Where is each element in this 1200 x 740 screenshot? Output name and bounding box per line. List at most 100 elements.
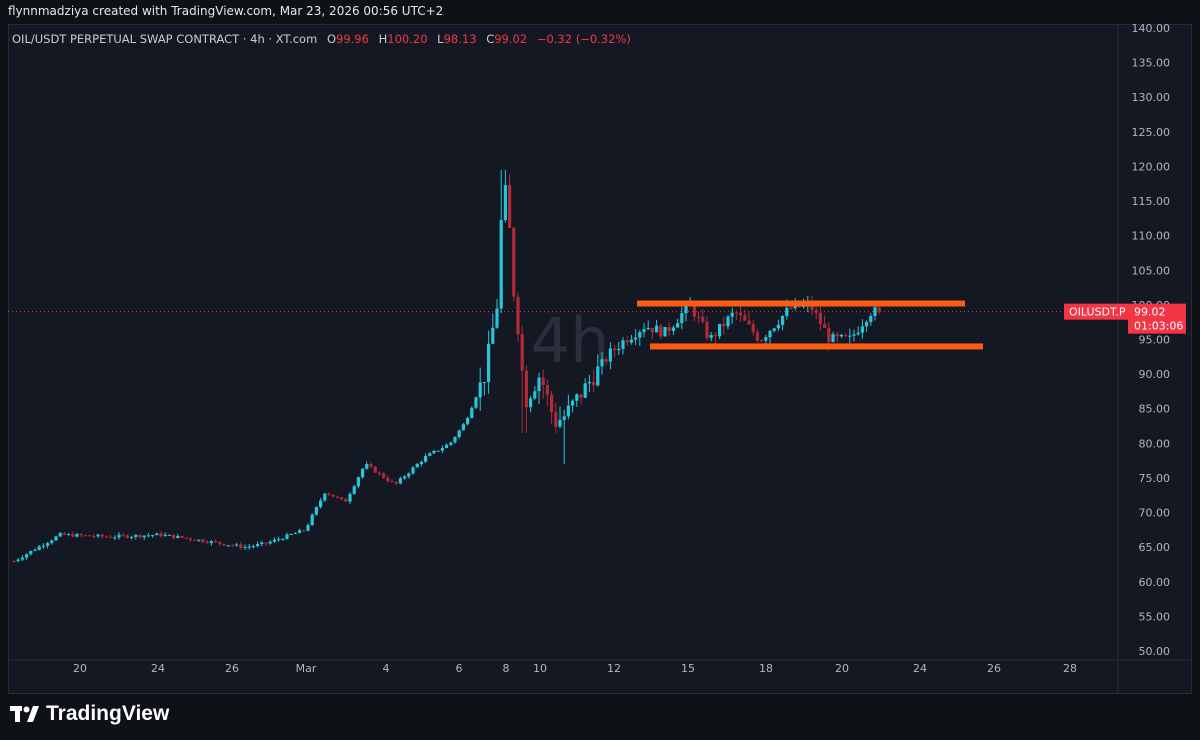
candle-body [239,544,243,548]
candle-body [218,541,222,544]
candle-body [163,534,167,537]
candle-body [260,542,264,544]
candle-body [134,534,138,537]
support-zone[interactable] [650,343,983,350]
candle-body [747,320,751,325]
candle-body [285,534,289,540]
candle-body [718,323,722,337]
time-axis[interactable]: 20 24 26 Mar 4 6 8 10 12 15 18 20 24 26 28 [8,659,1192,675]
candle-body [235,544,239,546]
y-tick-label: 75.00 [1139,472,1171,485]
candle-body [323,493,327,501]
candle-body [419,461,423,464]
legend-low-value: 98.13 [443,32,477,46]
candle-body [415,463,419,468]
y-tick-label: 120.00 [1132,160,1171,173]
candle-body [172,534,176,539]
timeframe-watermark: 4h [531,304,610,377]
price-tag-price-bg [1128,303,1186,334]
candle-body [289,534,293,536]
candle-body [352,486,356,494]
candle-body [470,407,474,418]
candle-body [642,329,646,333]
candle-body [348,493,352,502]
price-axis[interactable]: 140.00 135.00 130.00 125.00 120.00 115.00 110.… [1117,22,1171,694]
price-tag-symbol: OILUSDT.P [1069,306,1126,319]
candle-body [755,332,759,341]
candle-body [16,559,20,562]
chart-pane[interactable] [8,24,1192,694]
candle-body [180,536,184,538]
candle-body [621,340,625,349]
candle-body [386,477,390,482]
candle-body [432,450,436,454]
candle-body [776,324,780,329]
candle-body [646,327,650,330]
price-tag-symbol-bg [1064,303,1128,320]
candle-body [827,327,831,342]
legend-symbol: OIL/USDT PERPETUAL SWAP CONTRACT · 4h · … [12,32,318,46]
candle-body [713,334,717,337]
candle-body [474,397,478,408]
candle-body [705,321,709,338]
candle-body [579,394,583,398]
candle-body [151,535,155,537]
candle-body [369,464,373,467]
candle-body [209,541,213,544]
candle-body [692,303,696,317]
candle-body [92,536,96,538]
candle-body [562,416,566,420]
candle-body [335,496,339,498]
candle-body [281,539,285,541]
tradingview-brand: TradingView [46,702,170,725]
candle-body [751,324,755,333]
candle-body [96,534,100,537]
candle-body [680,313,684,324]
candle-body [293,533,297,535]
candle-body [361,468,365,478]
y-tick-label: 55.00 [1139,610,1171,623]
candle-body [83,535,87,537]
candle-body [659,325,663,337]
candle-body [159,533,163,537]
legend-low-label: L [437,32,444,46]
candle-body [377,472,381,474]
y-tick-label: 110.00 [1132,230,1171,243]
x-tick-label: 18 [759,662,773,675]
candle-body [768,330,772,338]
candle-body [814,309,818,313]
y-tick-label: 135.00 [1132,57,1171,70]
candle-body [684,304,688,314]
candle-body [831,334,835,342]
candle-body [491,327,495,344]
candle-body [730,312,734,317]
y-tick-label: 125.00 [1132,126,1171,139]
x-tick-label: 12 [607,662,621,675]
x-tick-label: 20 [73,662,87,675]
candle-body [575,394,579,401]
zone-lines[interactable] [637,300,983,350]
candle-body [734,312,738,314]
candle-body [524,370,528,408]
candle-body [319,500,323,508]
candle-body [306,525,310,531]
legend-high-label: H [378,32,388,46]
candle-body [314,507,318,515]
candle-body [440,448,444,451]
candle-body [365,464,369,469]
candle-body [873,307,877,317]
candle-body [499,219,503,309]
y-tick-label: 140.00 [1132,22,1171,35]
candle-body [760,340,764,342]
candle-body [545,385,549,395]
candle-body [403,476,407,479]
candle-body [50,540,54,544]
candle-body [856,332,860,335]
candle-body [340,497,344,500]
resistance-zone[interactable] [637,300,965,307]
legend-open-label: O [326,32,337,46]
candle-body [20,557,24,560]
candle-body [373,466,377,473]
candle-body [596,366,600,386]
